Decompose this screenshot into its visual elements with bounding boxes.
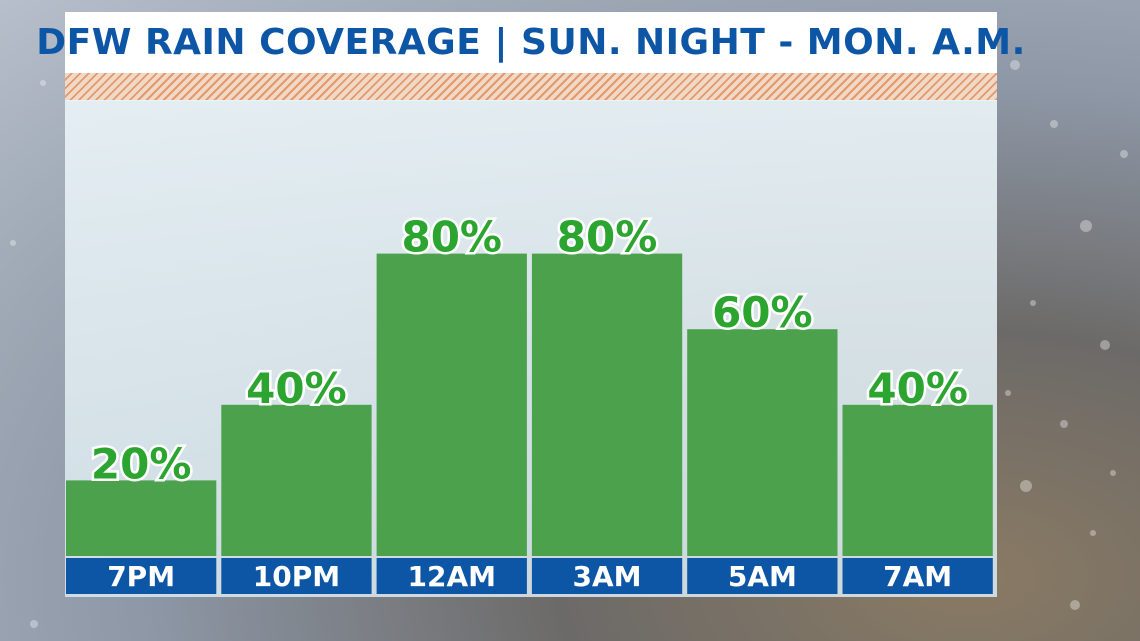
raindrop	[1005, 390, 1011, 396]
raindrop	[1010, 60, 1020, 70]
raindrop	[1110, 470, 1116, 476]
raindrop	[1090, 530, 1096, 536]
category-band	[687, 558, 838, 594]
value-label: 60%	[712, 288, 813, 337]
raindrop	[1030, 300, 1036, 306]
raindrop	[30, 620, 38, 628]
category-label: 10PM	[253, 560, 340, 593]
category-label: 12AM	[408, 560, 497, 593]
decorative-stripe	[65, 72, 997, 101]
category-label: 5AM	[728, 560, 797, 593]
raindrop	[1080, 220, 1092, 232]
category-band	[221, 558, 372, 594]
raindrop	[1070, 600, 1080, 610]
category-band	[531, 558, 683, 594]
value-label: 80%	[557, 213, 658, 262]
category-label: 7PM	[107, 560, 175, 593]
bar	[376, 253, 527, 556]
raindrop	[1060, 420, 1068, 428]
bar-chart: 20% 7PM 40% 10PM 80% 12AM 80% 3AM 60% 5AM 40% 7AM	[66, 210, 993, 594]
value-label: 80%	[401, 213, 502, 262]
raindrop	[40, 80, 46, 86]
title-panel: DFW RAIN COVERAGE | SUN. NIGHT - MON. A.…	[36, 12, 1025, 72]
value-label: 40%	[867, 364, 968, 413]
bar	[221, 404, 372, 556]
raindrop	[1120, 150, 1128, 158]
value-label: 20%	[91, 439, 192, 488]
bar	[66, 480, 217, 556]
raindrop	[10, 240, 16, 246]
category-band	[66, 558, 217, 594]
bar	[531, 253, 683, 556]
raindrop	[1020, 480, 1032, 492]
category-band	[842, 558, 993, 594]
value-label: 40%	[246, 364, 347, 413]
bar	[842, 404, 993, 556]
chart-title: DFW RAIN COVERAGE | SUN. NIGHT - MON. A.…	[36, 21, 1026, 63]
category-band	[376, 558, 527, 594]
category-label: 3AM	[573, 560, 642, 593]
raindrop	[1050, 120, 1058, 128]
category-label: 7AM	[883, 560, 952, 593]
chart-panel: 20% 7PM 40% 10PM 80% 12AM 80% 3AM 60% 5AM 40% 7AM	[65, 100, 997, 597]
raindrop	[1100, 340, 1110, 350]
bar	[687, 329, 838, 556]
